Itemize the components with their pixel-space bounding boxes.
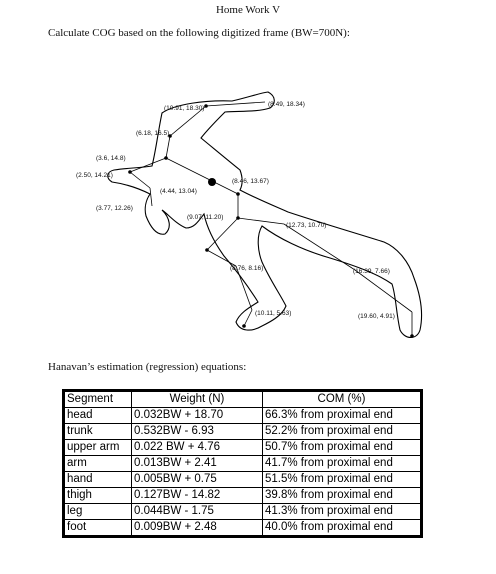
point-label: (9.07, 11.20) [187, 214, 223, 221]
header-segment: Segment [64, 391, 132, 408]
weight-cell: 0.044BW - 1.75 [131, 503, 263, 520]
segment-cell: head [64, 407, 132, 424]
weight-cell: 0.009BW + 2.48 [131, 519, 263, 536]
weight-cell: 0.127BW - 14.82 [131, 487, 263, 504]
com-cell: 40.0% from proximal end [262, 519, 421, 536]
joint-dots [128, 104, 414, 338]
table-row: thigh 0.127BW - 14.82 39.8% from proxima… [64, 487, 421, 504]
com-cell: 51.5% from proximal end [262, 471, 421, 488]
segment-cell: trunk [64, 423, 132, 440]
weight-cell: 0.032BW + 18.70 [131, 407, 263, 424]
segment-cell: leg [64, 503, 132, 520]
table-row: trunk 0.532BW - 6.93 52.2% from proximal… [64, 423, 421, 440]
point-label: (3.6, 14.8) [96, 155, 126, 162]
weight-cell: 0.005BW + 0.75 [131, 471, 263, 488]
segment-cell: thigh [64, 487, 132, 504]
segment-cell: hand [64, 471, 132, 488]
com-cell: 52.2% from proximal end [262, 423, 421, 440]
digitized-frame-figure: (10.91, 18.30) (8.49, 18.34) (6.18, 16.5… [76, 91, 423, 339]
hanavan-equations-table: Segment Weight (N) COM (%) head 0.032BW … [62, 389, 423, 538]
point-label: (4.44, 13.04) [160, 188, 197, 195]
body-outline [107, 91, 423, 339]
com-cell: 50.7% from proximal end [262, 439, 421, 456]
segment-cell: arm [64, 455, 132, 472]
com-cell: 39.8% from proximal end [262, 487, 421, 504]
point-label: (8.76, 8.16) [230, 265, 263, 272]
point-label: (16.39, 7.66) [353, 268, 390, 275]
table-row: hand 0.005BW + 0.75 51.5% from proximal … [64, 471, 421, 488]
page-title: Home Work V [215, 4, 281, 16]
com-cell: 66.3% from proximal end [262, 407, 421, 424]
point-label: (3.77, 12.26) [96, 205, 133, 212]
cog-marker [208, 178, 216, 186]
com-cell: 41.3% from proximal end [262, 503, 421, 520]
table-row: upper arm 0.022 BW + 4.76 50.7% from pro… [64, 439, 421, 456]
segment-cell: foot [64, 519, 132, 536]
table-header-row: Segment Weight (N) COM (%) [64, 391, 421, 408]
com-cell: 41.7% from proximal end [262, 455, 421, 472]
point-label: (19.60, 4.91) [358, 313, 395, 320]
point-label: (2.50, 14.21) [76, 172, 113, 179]
table-row: arm 0.013BW + 2.41 41.7% from proximal e… [64, 455, 421, 472]
table-row: head 0.032BW + 18.70 66.3% from proximal… [64, 407, 421, 424]
equations-heading: Hanavan’s estimation (regression) equati… [48, 361, 247, 373]
header-com: COM (%) [262, 391, 421, 408]
point-label: (8.49, 18.34) [268, 101, 305, 108]
instruction-text: Calculate COG based on the following dig… [48, 27, 350, 39]
segment-cell: upper arm [64, 439, 132, 456]
point-label: (8.46, 13.67) [232, 178, 269, 185]
table-row: leg 0.044BW - 1.75 41.3% from proximal e… [64, 503, 421, 520]
stick-segments [129, 101, 413, 336]
weight-cell: 0.013BW + 2.41 [131, 455, 263, 472]
point-label: (10.91, 18.30) [164, 105, 204, 112]
table-row: foot 0.009BW + 2.48 40.0% from proximal … [64, 519, 421, 536]
point-label: (6.18, 16.5) [136, 130, 169, 137]
coordinate-labels: (10.91, 18.30) (8.49, 18.34) (6.18, 16.5… [76, 101, 395, 320]
point-label: (12.73, 10.70) [286, 222, 326, 229]
weight-cell: 0.022 BW + 4.76 [131, 439, 263, 456]
point-label: (10.11, 5.63) [255, 310, 291, 317]
header-weight: Weight (N) [131, 391, 263, 408]
weight-cell: 0.532BW - 6.93 [131, 423, 263, 440]
